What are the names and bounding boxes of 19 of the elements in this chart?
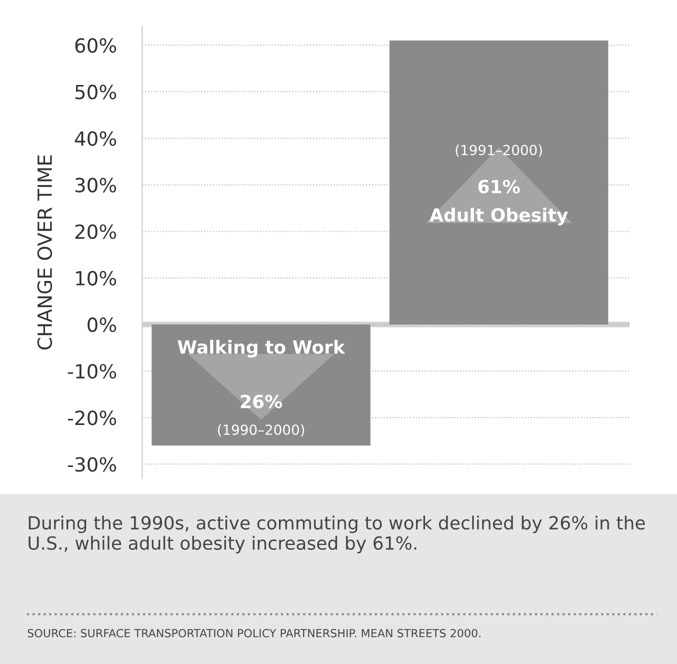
annotation: (1990–2000) <box>218 424 304 437</box>
y-tick-label: 60% <box>75 38 116 53</box>
y-tick-label: 10% <box>76 270 116 286</box>
annotation: 61% <box>478 180 520 194</box>
y-tick-label: 40% <box>74 131 116 146</box>
y-tick-label: 30% <box>75 178 116 192</box>
y-tick-label: -20% <box>68 410 116 426</box>
text: During the 1990s, active commuting to work declined by 26% in the U.S., while adult obesity increased by 61%. <box>28 516 645 554</box>
y-axis-title: CHANGE OVER TIME <box>37 155 52 350</box>
y-tick-label: -10% <box>68 364 116 379</box>
annotation: (1991–2000) <box>456 144 542 157</box>
y-tick-label: 50% <box>75 84 116 100</box>
source-note: SOURCE: SURFACE TRANSPORTATION POLICY PARTNERSHIP. MEAN STREETS 2000. <box>28 628 480 638</box>
y-tick-label: 20% <box>75 224 116 240</box>
y-tick-label: -30% <box>68 457 116 472</box>
annotation: 26% <box>240 394 282 408</box>
x-tick-label: Adult Obesity <box>430 208 568 226</box>
y-tick-label: 0% <box>88 317 116 332</box>
x-tick-label: Walking to Work <box>178 340 346 358</box>
